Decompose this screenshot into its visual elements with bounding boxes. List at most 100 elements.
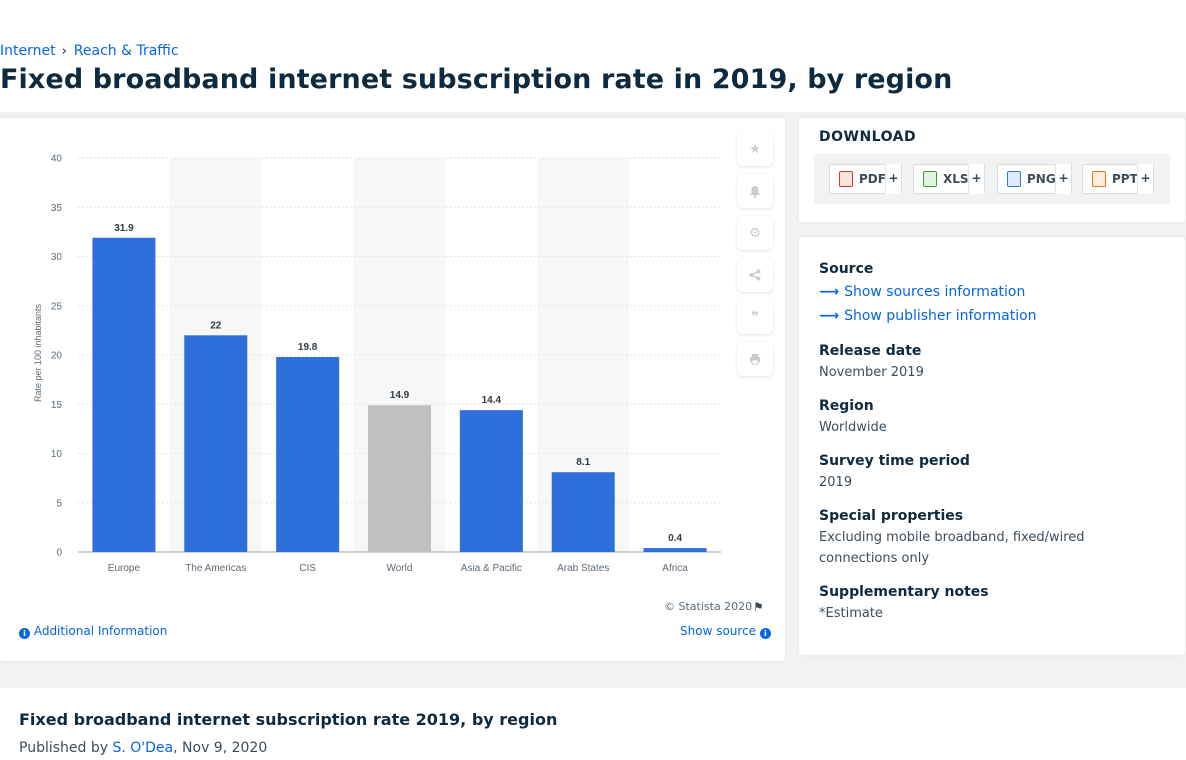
chart-toolbar: ★ ⚙ ❞ [737, 132, 773, 384]
survey-period-value: 2019 [819, 475, 853, 490]
release-date-heading: Release date [819, 343, 922, 359]
x-tick-label: Europe [108, 563, 141, 574]
breadcrumb: Internet › Reach & Traffic [0, 43, 179, 59]
chart-card: 0 5 10 15 20 25 30 35 40 Rate per 100 inhabitants… [0, 118, 785, 661]
page-title: Fixed broadband internet subscription ra… [0, 64, 953, 95]
author-link[interactable]: S. O'Dea [112, 740, 174, 756]
region-value: Worldwide [819, 420, 887, 435]
flag-icon[interactable]: ⚑ [753, 600, 764, 614]
pdf-plus-button[interactable]: + [885, 164, 901, 194]
xls-plus-button[interactable]: + [968, 164, 984, 194]
bar [459, 410, 523, 552]
star-icon: ★ [749, 141, 761, 157]
arrow-right-icon: ⟶ [819, 308, 840, 324]
settings-button[interactable]: ⚙ [737, 216, 773, 250]
data-label: 22 [210, 320, 222, 331]
special-properties-value: Excluding mobile broadband, fixed/wired … [819, 530, 1085, 566]
y-tick-label: 15 [51, 400, 63, 411]
y-tick-label: 0 [56, 548, 62, 559]
y-tick-label: 35 [51, 203, 63, 214]
x-tick-label: The Americas [185, 563, 246, 574]
show-source-link[interactable]: Show source i [680, 624, 771, 639]
print-button[interactable] [737, 342, 773, 376]
data-label: 19.8 [298, 342, 318, 353]
quote-icon: ❞ [751, 309, 759, 325]
bar [184, 335, 248, 552]
download-pdf-button[interactable]: PDF + [829, 164, 902, 194]
y-tick-label: 25 [51, 301, 63, 312]
download-title: DOWNLOAD [819, 129, 917, 145]
download-png-label: PNG [1027, 172, 1056, 186]
share-icon [749, 269, 761, 281]
bar [276, 356, 340, 552]
bell-icon [750, 185, 760, 198]
y-tick-label: 40 [51, 154, 63, 165]
publication-card: Fixed broadband internet subscription ra… [0, 688, 1186, 760]
ppt-file-icon [1092, 171, 1106, 187]
source-heading: Source [819, 261, 874, 277]
show-sources-link[interactable]: ⟶ Show sources information [819, 284, 1025, 300]
release-date-value: November 2019 [819, 365, 924, 380]
notification-button[interactable] [737, 174, 773, 208]
bar [643, 548, 707, 552]
download-png-button[interactable]: PNG + [997, 164, 1072, 194]
arrow-right-icon: ⟶ [819, 284, 840, 300]
download-ppt-button[interactable]: PPT + [1082, 164, 1154, 194]
data-label: 31.9 [114, 223, 134, 234]
show-source-label: Show source [680, 624, 757, 638]
download-pdf-label: PDF [859, 172, 886, 186]
publication-title: Fixed broadband internet subscription ra… [19, 710, 558, 729]
info-icon: i [759, 628, 771, 639]
x-tick-label: Asia & Pacific [461, 563, 522, 574]
x-tick-label: Africa [662, 563, 688, 574]
ppt-plus-button[interactable]: + [1137, 164, 1153, 194]
gear-icon: ⚙ [749, 225, 761, 241]
show-publisher-link[interactable]: ⟶ Show publisher information [819, 308, 1037, 324]
xls-file-icon [923, 171, 937, 187]
bar-chart: 0 5 10 15 20 25 30 35 40 Rate per 100 inhabitants… [33, 154, 721, 574]
region-heading: Region [819, 398, 874, 414]
data-label: 14.9 [390, 390, 410, 401]
data-label: 8.1 [576, 457, 590, 468]
cite-button[interactable]: ❞ [737, 300, 773, 334]
png-plus-button[interactable]: + [1055, 164, 1071, 194]
supplementary-notes-value: *Estimate [819, 606, 883, 621]
published-by: Published by S. O'Dea, Nov 9, 2020 [19, 740, 267, 756]
statistic-details: Source ⟶ Show sources information ⟶ Show p… [799, 237, 1185, 655]
bar [368, 405, 431, 552]
breadcrumb-reach-traffic[interactable]: Reach & Traffic [73, 43, 179, 59]
show-sources-label: Show sources information [844, 284, 1026, 300]
share-button[interactable] [737, 258, 773, 292]
x-tick-label: CIS [299, 563, 316, 574]
bar [551, 472, 615, 552]
y-axis-label: Rate per 100 inhabitants [33, 303, 43, 402]
additional-information-link[interactable]: i Additional Information [19, 624, 167, 639]
download-buttons: PDF + XLS + PNG + PPT + [814, 154, 1170, 204]
data-label: 0.4 [668, 533, 682, 544]
x-tick-label: Arab States [557, 563, 609, 574]
pdf-file-icon [839, 171, 853, 187]
download-card: DOWNLOAD PDF + XLS + PNG + PPT + [799, 118, 1185, 222]
y-tick-label: 5 [56, 498, 62, 509]
published-by-label: Published by [19, 740, 109, 756]
download-xls-button[interactable]: XLS + [913, 164, 985, 194]
bar [92, 237, 156, 552]
y-tick-label: 10 [51, 449, 63, 460]
y-tick-label: 20 [51, 351, 63, 362]
publish-date: , Nov 9, 2020 [173, 740, 268, 756]
favorite-button[interactable]: ★ [737, 132, 773, 166]
show-publisher-label: Show publisher information [844, 308, 1037, 324]
png-file-icon [1007, 171, 1021, 187]
supplementary-notes-heading: Supplementary notes [819, 584, 989, 600]
download-xls-label: XLS [943, 172, 969, 186]
breadcrumb-internet[interactable]: Internet [0, 43, 56, 59]
info-icon: i [19, 628, 30, 639]
header-area [0, 0, 1186, 112]
data-label: 14.4 [482, 395, 502, 406]
print-icon [750, 354, 760, 365]
special-properties-heading: Special properties [819, 508, 964, 524]
y-tick-label: 30 [51, 252, 63, 263]
x-tick-label: World [387, 563, 413, 574]
survey-period-heading: Survey time period [819, 453, 970, 469]
breadcrumb-separator: › [61, 43, 67, 59]
